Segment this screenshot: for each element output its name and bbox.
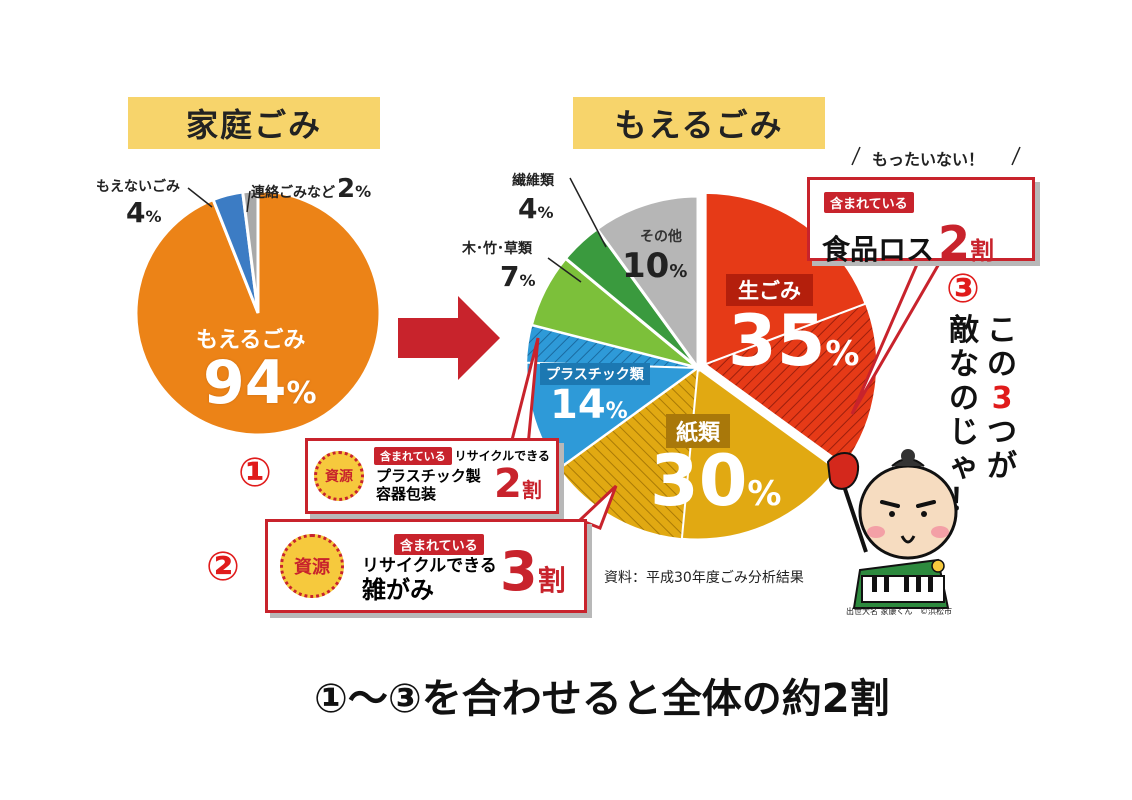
mascot-credit: ©浜松市 <box>920 607 952 616</box>
paper-callout: 資源 含まれている リサイクルできる 雑がみ 3割 <box>265 519 587 613</box>
slice-value-paper: 30% <box>650 440 782 522</box>
resource-seal-2: 資源 <box>280 534 344 598</box>
resource-seal-1: 資源 <box>314 451 364 501</box>
leader-lines <box>187 146 1021 283</box>
slice-label-nonburnable: もえないごみ <box>96 179 180 195</box>
plastic-tag: 含まれている <box>374 447 452 465</box>
food-loss-text: 食品ロス <box>822 233 935 266</box>
paper-line2: 雑がみ <box>362 576 434 604</box>
paper-unit: 割 <box>537 564 566 597</box>
hatched-portion <box>703 302 879 467</box>
slice-label-burnable: もえるごみ <box>196 328 306 353</box>
slice-value-plastic: 14% <box>550 382 628 428</box>
slice-label-other: その他 <box>640 229 682 245</box>
food-loss-callout: 含まれている 食品ロス2割 <box>807 177 1035 270</box>
marker-3: ③ <box>946 266 980 312</box>
callout-tails <box>510 260 943 530</box>
enemy-text-col1: 敵なの じゃ！ <box>949 313 979 518</box>
mascot-illustration <box>826 449 958 609</box>
hatched-portion <box>525 324 699 369</box>
hatched-portion <box>557 365 700 541</box>
paper-line1: リサイクルできる <box>362 556 497 576</box>
slice-value-wood: 7% <box>500 260 536 293</box>
plastic-tag-suffix: リサイクルできる <box>454 449 550 463</box>
food-loss-unit: 割 <box>970 237 995 265</box>
plastic-line2: 容器包装 <box>376 485 437 503</box>
mascot-name: 出世大名 家康くん <box>846 607 913 616</box>
plastic-line1: プラスチック製 <box>376 467 481 485</box>
slice-label-plastic: プラスチック類 <box>540 363 650 385</box>
food-loss-tag: 含まれている <box>824 192 914 213</box>
slice-label-wood: 木･竹･草類 <box>462 241 532 257</box>
paper-number: 3 <box>500 540 538 603</box>
slice-label-textile: 繊維類 <box>512 173 554 189</box>
plastic-unit: 割 <box>521 478 542 502</box>
enemy-text-col2: この 3 つが <box>987 313 1017 484</box>
source-note: 資料：平成30年度ごみ分析結果 <box>604 570 804 586</box>
pie-slice <box>594 194 700 373</box>
summary-text: ①～③を合わせると全体の約2割 <box>314 676 890 722</box>
hatch-overlays <box>525 302 879 541</box>
food-loss-number: 2 <box>938 216 971 270</box>
plastic-callout: 資源 含まれている リサイクルできる プラスチック製 容器包装 2割 <box>305 438 559 514</box>
slice-value-burnable: 94% <box>203 348 317 418</box>
mottainai-text: もったいない！ <box>872 150 985 169</box>
left-title: 家庭ごみ <box>128 97 380 149</box>
household-waste-pie <box>134 189 382 437</box>
slice-value-nonburnable: 4% <box>126 196 162 229</box>
marker-1: ① <box>238 450 272 496</box>
slice-label-paper: 紙類 <box>666 414 731 448</box>
slice-label-other-left: 連絡ごみなど2% <box>251 174 372 204</box>
arrow-icon <box>398 296 500 380</box>
slice-value-other: 10% <box>622 246 688 286</box>
slice-label-food: 生ごみ <box>726 274 813 306</box>
slice-value-food: 35% <box>728 300 860 382</box>
slice-value-textile: 4% <box>518 192 554 225</box>
paper-tag: 含まれている <box>394 534 484 555</box>
marker-2: ② <box>206 544 240 590</box>
right-title: もえるごみ <box>573 97 825 149</box>
plastic-number: 2 <box>494 461 522 507</box>
